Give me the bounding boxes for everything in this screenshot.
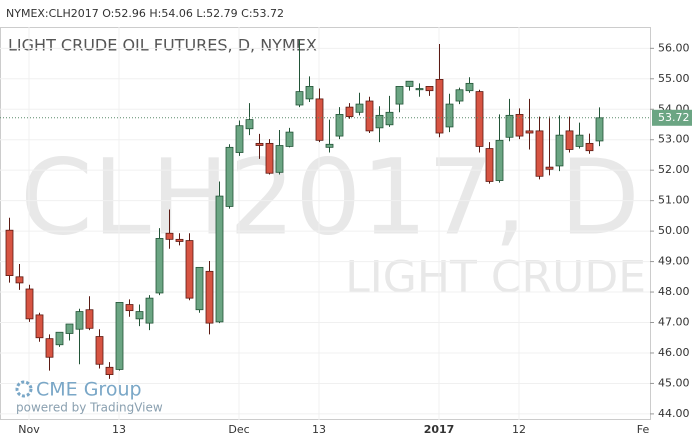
candle-body	[285, 131, 294, 147]
candle-body	[565, 130, 574, 150]
candle-body	[325, 143, 334, 148]
candle-body	[435, 79, 444, 134]
y-tick-label: 44.00	[658, 407, 690, 420]
candle-body	[175, 238, 184, 242]
x-tick-label: 2017	[424, 423, 455, 436]
y-tick-label: 50.00	[658, 224, 690, 237]
candle-body	[315, 98, 324, 141]
candle-body	[395, 86, 404, 105]
candle-body	[445, 103, 454, 128]
candle-body	[335, 114, 344, 137]
x-tick-label: 12	[512, 423, 526, 436]
chart-title: LIGHT CRUDE OIL FUTURES, D, NYMEX	[8, 36, 317, 55]
y-tick-label: 49.00	[658, 255, 690, 268]
candle-body	[505, 114, 514, 138]
candle-body	[305, 86, 314, 100]
watermark: CLH2017, D	[20, 136, 640, 258]
candle-body	[455, 89, 464, 102]
candle-body	[265, 142, 274, 174]
plot-frame	[0, 27, 651, 420]
candle-body	[545, 166, 554, 170]
candle-body	[95, 336, 104, 365]
y-tick-label: 45.00	[658, 376, 690, 389]
candle-body	[525, 130, 534, 134]
candle-body	[365, 100, 374, 132]
candle-body	[575, 134, 584, 147]
candle-body	[245, 119, 254, 130]
candle-body	[355, 103, 364, 113]
credit: powered by TradingView	[16, 401, 163, 415]
y-tick-label: 48.00	[658, 285, 690, 298]
candle-body	[295, 91, 304, 106]
candle-body	[495, 139, 504, 181]
x-tick-label: 13	[312, 423, 326, 436]
y-tick-label: 47.00	[658, 316, 690, 329]
candle-body	[405, 80, 414, 87]
x-tick-label: Fe	[637, 423, 650, 436]
candle-body	[75, 311, 84, 330]
candle-body	[45, 338, 54, 358]
candle-body	[465, 82, 474, 92]
logo-icon	[15, 380, 33, 398]
candle-body	[475, 91, 484, 147]
candle-body	[425, 86, 434, 92]
candle-body	[205, 270, 214, 324]
logo: CME Group	[36, 379, 142, 401]
candle-body	[5, 229, 14, 276]
candle-body	[155, 238, 164, 294]
candle-body	[375, 114, 384, 129]
candle-body	[415, 88, 424, 91]
header: NYMEX:CLH2017 O:52.96 H:54.06 L:52.79 C:…	[6, 7, 284, 20]
candle-body	[585, 142, 594, 152]
y-tick-label: 55.00	[658, 72, 690, 85]
candle-body	[25, 288, 34, 320]
candle-body	[125, 304, 134, 312]
y-tick-label: 51.00	[658, 194, 690, 207]
candle-body	[255, 142, 264, 146]
x-tick-label: Dec	[228, 423, 249, 436]
candle-body	[515, 114, 524, 137]
y-tick-label: 53.00	[658, 133, 690, 146]
candle-body	[225, 146, 234, 207]
candle-body	[135, 311, 144, 320]
candle-body	[595, 117, 604, 142]
candle-body	[345, 106, 354, 117]
candle-body	[115, 302, 124, 370]
candle-body	[485, 148, 494, 182]
x-tick-label: Nov	[18, 423, 40, 436]
last-price-box	[652, 109, 692, 126]
candle-body	[105, 366, 114, 376]
y-tick-label: 56.00	[658, 41, 690, 54]
watermark-subtitle: LIGHT CRUDE	[345, 252, 646, 303]
candle-body	[55, 331, 64, 346]
last-price-label: 53.72	[658, 111, 690, 124]
candle-body	[145, 297, 154, 324]
candle-body	[385, 111, 394, 126]
candle-body	[195, 266, 204, 311]
y-tick-label: 46.00	[658, 346, 690, 359]
candle-body	[15, 276, 24, 284]
candle-body	[85, 309, 94, 329]
candle-body	[165, 232, 174, 240]
candle-body	[185, 240, 194, 299]
candle-body	[215, 195, 224, 323]
y-tick-label: 52.00	[658, 163, 690, 176]
candle-body	[275, 145, 284, 173]
candle-body	[235, 125, 244, 153]
candle-body	[65, 323, 74, 334]
candle-body	[535, 130, 544, 177]
x-tick-label: 13	[112, 423, 126, 436]
candle-body	[35, 314, 44, 339]
candle-body	[555, 134, 564, 167]
